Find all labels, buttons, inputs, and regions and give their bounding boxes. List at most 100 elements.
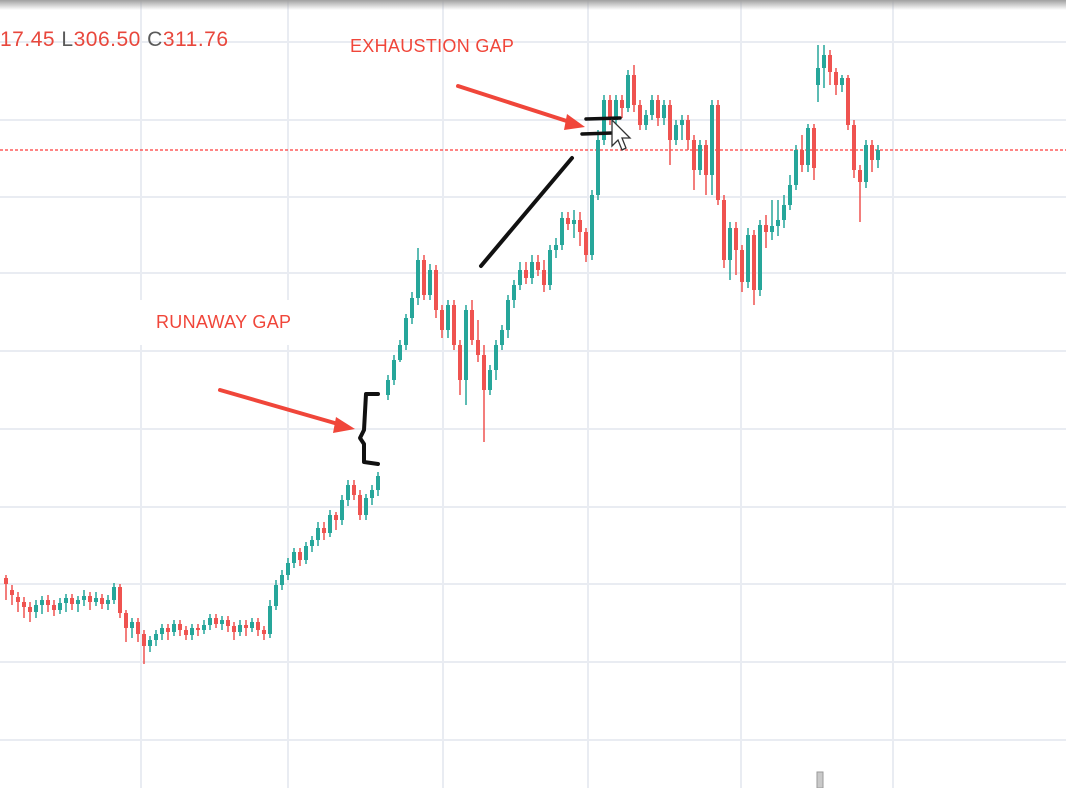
candle (852, 120, 856, 178)
candle (536, 255, 540, 276)
candle-body (864, 145, 868, 182)
candle-body (494, 345, 498, 370)
candle (632, 65, 636, 112)
candle (214, 614, 218, 628)
candle (82, 590, 86, 606)
candle-body (452, 305, 456, 345)
candle (202, 620, 206, 634)
candle (244, 620, 248, 636)
candle (416, 248, 420, 305)
candle (172, 620, 176, 636)
candle-body (316, 528, 320, 540)
candle-body (232, 626, 236, 632)
candle-body (626, 75, 630, 108)
candle (238, 620, 242, 636)
candle-body (214, 618, 218, 624)
candle-body (620, 100, 624, 108)
candle-body (40, 600, 44, 605)
candle-body (870, 145, 874, 160)
candle-body (876, 150, 880, 160)
candle (196, 624, 200, 636)
ohlc-open-value: 17.45 (0, 28, 56, 51)
candle (304, 542, 308, 564)
candle-body (322, 528, 326, 533)
candle (876, 145, 880, 168)
candle-body (710, 105, 714, 175)
candle-body (304, 546, 308, 560)
candle (178, 620, 182, 636)
candle-body (184, 630, 188, 635)
candle-body (716, 105, 720, 200)
candle (106, 595, 110, 610)
candle-body (422, 260, 426, 295)
candle-body (764, 225, 768, 232)
candle-body (536, 262, 540, 270)
candle (566, 212, 570, 230)
candle-body (458, 345, 462, 380)
candle (190, 624, 194, 640)
candle-body (464, 310, 468, 380)
candle-body (632, 75, 636, 105)
exhaustion-gap-label: EXHAUSTION GAP (350, 36, 515, 56)
candle-body (46, 600, 50, 605)
candle-body (404, 318, 408, 345)
top-shadow (0, 0, 1066, 10)
candle-body (34, 605, 38, 612)
candle-body (190, 628, 194, 635)
candle-body (358, 495, 362, 515)
candle (488, 365, 492, 395)
candle-body (740, 250, 744, 282)
trend-line (479, 156, 574, 268)
candle (398, 340, 402, 362)
candle-body (500, 330, 504, 345)
runaway-gap-arrow (218, 388, 347, 428)
candle (800, 135, 804, 172)
candle-body (644, 115, 648, 125)
candle-body (22, 602, 26, 607)
candle (64, 594, 68, 612)
candle (124, 610, 128, 642)
candle-body (746, 235, 750, 282)
candle (404, 314, 408, 350)
candle-body (446, 305, 450, 330)
candle (524, 262, 528, 284)
candle (298, 548, 302, 566)
candle (52, 600, 56, 616)
candle (828, 50, 832, 85)
candle-body (770, 226, 774, 232)
candle (358, 490, 362, 520)
candle (4, 575, 8, 600)
candle-body (364, 498, 368, 515)
candle (650, 95, 654, 120)
candle (518, 262, 522, 290)
candle (118, 584, 122, 618)
candle (554, 238, 558, 258)
candle-body (548, 250, 552, 285)
candle-body (852, 125, 856, 170)
candle-body (310, 540, 314, 546)
candle (346, 480, 350, 506)
candle (812, 124, 816, 180)
candle-body (578, 220, 582, 232)
candle-body (488, 370, 492, 390)
candle (710, 100, 714, 195)
candle (858, 165, 862, 222)
candles (4, 45, 880, 664)
candle (34, 600, 38, 618)
candle (770, 200, 774, 240)
candle-body (800, 150, 804, 165)
candle (452, 300, 456, 350)
candle (220, 616, 224, 630)
candle-body (58, 603, 62, 610)
candle (680, 115, 684, 140)
candle-body (178, 624, 182, 630)
candle (644, 110, 648, 130)
candle (364, 494, 368, 520)
candle (794, 145, 798, 190)
candle (704, 140, 708, 195)
candle (834, 68, 838, 95)
candle (410, 292, 414, 324)
candle (788, 175, 792, 210)
